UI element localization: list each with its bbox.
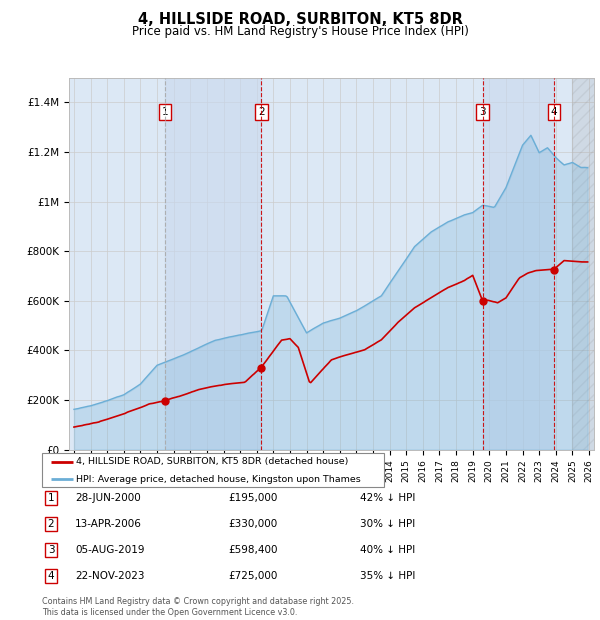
- Text: HPI: Average price, detached house, Kingston upon Thames: HPI: Average price, detached house, King…: [76, 475, 361, 484]
- Text: 40% ↓ HPI: 40% ↓ HPI: [360, 545, 415, 555]
- Text: £598,400: £598,400: [228, 545, 277, 555]
- Bar: [572, 78, 598, 450]
- Text: 42% ↓ HPI: 42% ↓ HPI: [360, 493, 415, 503]
- Text: 13-APR-2006: 13-APR-2006: [75, 519, 142, 529]
- Text: Contains HM Land Registry data © Crown copyright and database right 2025.
This d: Contains HM Land Registry data © Crown c…: [42, 598, 354, 617]
- Text: 30% ↓ HPI: 30% ↓ HPI: [360, 519, 415, 529]
- Text: 2: 2: [258, 107, 265, 117]
- Text: 1: 1: [47, 493, 55, 503]
- Text: £725,000: £725,000: [228, 571, 277, 581]
- Text: 28-JUN-2000: 28-JUN-2000: [75, 493, 141, 503]
- Text: £330,000: £330,000: [228, 519, 277, 529]
- Text: 2: 2: [47, 519, 55, 529]
- Text: Price paid vs. HM Land Registry's House Price Index (HPI): Price paid vs. HM Land Registry's House …: [131, 25, 469, 38]
- Bar: [165, 78, 262, 450]
- Text: 1: 1: [162, 107, 169, 117]
- Text: 35% ↓ HPI: 35% ↓ HPI: [360, 571, 415, 581]
- Text: £195,000: £195,000: [228, 493, 277, 503]
- Text: 4, HILLSIDE ROAD, SURBITON, KT5 8DR (detached house): 4, HILLSIDE ROAD, SURBITON, KT5 8DR (det…: [76, 458, 349, 466]
- Text: 3: 3: [47, 545, 55, 555]
- Text: 4: 4: [47, 571, 55, 581]
- Text: 05-AUG-2019: 05-AUG-2019: [75, 545, 145, 555]
- Text: 3: 3: [479, 107, 486, 117]
- Text: 22-NOV-2023: 22-NOV-2023: [75, 571, 145, 581]
- Text: 4: 4: [551, 107, 557, 117]
- Bar: [482, 78, 554, 450]
- Text: 4, HILLSIDE ROAD, SURBITON, KT5 8DR: 4, HILLSIDE ROAD, SURBITON, KT5 8DR: [137, 12, 463, 27]
